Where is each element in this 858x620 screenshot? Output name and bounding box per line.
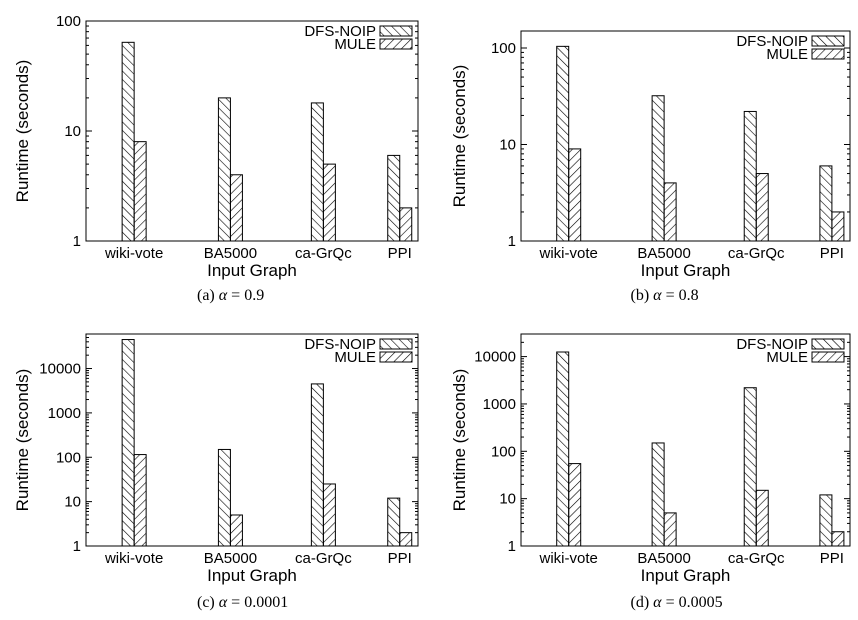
- bar-dfs-noip: [122, 42, 134, 241]
- bar-mule: [756, 490, 768, 546]
- y-tick-label: 10000: [474, 349, 516, 366]
- bar-mule: [756, 174, 768, 241]
- bar-mule: [400, 533, 412, 546]
- bar-dfs-noip: [388, 155, 400, 241]
- y-tick-label: 100: [491, 40, 516, 57]
- bar-mule: [323, 484, 335, 546]
- bar-dfs-noip: [557, 352, 569, 546]
- x-tick-label: PPI: [388, 245, 412, 262]
- y-tick-label: 100: [56, 13, 81, 30]
- x-tick-label: BA5000: [637, 245, 690, 262]
- bar-dfs-noip: [218, 98, 230, 241]
- x-tick-label: wiki-vote: [104, 245, 163, 262]
- x-tick-label: ca-GrQc: [295, 245, 352, 262]
- y-tick-label: 10: [64, 494, 81, 511]
- y-tick-label: 1: [73, 233, 81, 250]
- legend-swatch-dfs-noip: [812, 339, 844, 349]
- legend-swatch-mule: [380, 352, 412, 362]
- panel-caption: (c) α = 0.0001: [197, 594, 288, 611]
- bar-dfs-noip: [652, 96, 664, 241]
- y-tick-label: 1: [508, 233, 516, 250]
- bar-mule: [832, 532, 844, 546]
- y-tick-label: 1: [508, 538, 516, 555]
- y-tick-label: 10: [499, 491, 516, 508]
- x-axis-label: Input Graph: [207, 566, 297, 585]
- bar-dfs-noip: [744, 388, 756, 546]
- x-tick-label: wiki-vote: [539, 550, 598, 567]
- panel-caption: (d) α = 0.0005: [631, 594, 723, 611]
- bar-dfs-noip: [311, 103, 323, 241]
- x-tick-label: ca-GrQc: [728, 550, 785, 567]
- bar-mule: [134, 455, 146, 546]
- x-tick-label: PPI: [820, 550, 844, 567]
- bar-mule: [230, 175, 242, 241]
- y-tick-label: 10: [499, 136, 516, 153]
- y-axis-label: Runtime (seconds): [450, 369, 469, 512]
- y-tick-label: 1: [73, 538, 81, 555]
- chart-panel-0: 1 10 100 wiki-vote BA5000 ca-GrQc PPI Input Gra…: [13, 13, 418, 304]
- legend-swatch-dfs-noip: [380, 339, 412, 349]
- legend-label-mule: MULE: [334, 36, 376, 53]
- y-tick-label: 10000: [39, 361, 81, 378]
- legend-swatch-mule: [380, 39, 412, 49]
- chart-panel-2: 1 10 100 1000 10000 wiki-vote BA5000 ca-GrQc PPI…: [13, 334, 418, 611]
- legend-label-mule: MULE: [766, 349, 808, 366]
- x-axis-label: Input Graph: [641, 261, 731, 280]
- y-tick-label: 100: [56, 449, 81, 466]
- bar-dfs-noip: [122, 340, 134, 546]
- y-tick-label: 100: [491, 443, 516, 460]
- bar-mule: [569, 464, 581, 546]
- bar-dfs-noip: [744, 111, 756, 241]
- panel-caption: (a) α = 0.9: [197, 287, 264, 304]
- y-axis-label: Runtime (seconds): [450, 65, 469, 208]
- bar-dfs-noip: [388, 498, 400, 546]
- y-tick-label: 10: [64, 123, 81, 140]
- bar-mule: [664, 513, 676, 546]
- y-tick-label: 1000: [483, 396, 516, 413]
- bar-mule: [134, 142, 146, 241]
- bar-dfs-noip: [820, 495, 832, 546]
- x-tick-label: BA5000: [204, 550, 257, 567]
- legend-swatch-mule: [812, 352, 844, 362]
- bar-mule: [569, 149, 581, 241]
- x-axis-label: Input Graph: [641, 566, 731, 585]
- x-tick-label: ca-GrQc: [295, 550, 352, 567]
- chart-panel-3: 1 10 100 1000 10000 wiki-vote BA5000 ca-GrQc PPI…: [450, 334, 850, 611]
- x-tick-label: PPI: [820, 245, 844, 262]
- y-tick-label: 1000: [48, 405, 81, 422]
- x-tick-label: BA5000: [204, 245, 257, 262]
- x-tick-label: BA5000: [637, 550, 690, 567]
- chart-panel-1: 1 10 100 wiki-vote BA5000 ca-GrQc PPI Input Gra…: [450, 31, 850, 304]
- legend-swatch-mule: [812, 49, 844, 59]
- bar-mule: [664, 183, 676, 241]
- bar-mule: [832, 212, 844, 241]
- legend-swatch-dfs-noip: [812, 36, 844, 46]
- bar-mule: [400, 208, 412, 241]
- bar-dfs-noip: [557, 46, 569, 241]
- x-tick-label: ca-GrQc: [728, 245, 785, 262]
- bar-dfs-noip: [311, 384, 323, 546]
- x-axis-label: Input Graph: [207, 261, 297, 280]
- x-tick-label: wiki-vote: [104, 550, 163, 567]
- legend-label-mule: MULE: [334, 349, 376, 366]
- panel-caption: (b) α = 0.8: [631, 287, 699, 304]
- legend-label-mule: MULE: [766, 46, 808, 63]
- y-axis-label: Runtime (seconds): [13, 369, 32, 512]
- bar-mule: [230, 515, 242, 546]
- bar-dfs-noip: [218, 449, 230, 546]
- bar-dfs-noip: [820, 166, 832, 241]
- legend-swatch-dfs-noip: [380, 26, 412, 36]
- bar-mule: [323, 164, 335, 241]
- bar-dfs-noip: [652, 443, 664, 546]
- y-axis-label: Runtime (seconds): [13, 60, 32, 203]
- x-tick-label: PPI: [388, 550, 412, 567]
- x-tick-label: wiki-vote: [539, 245, 598, 262]
